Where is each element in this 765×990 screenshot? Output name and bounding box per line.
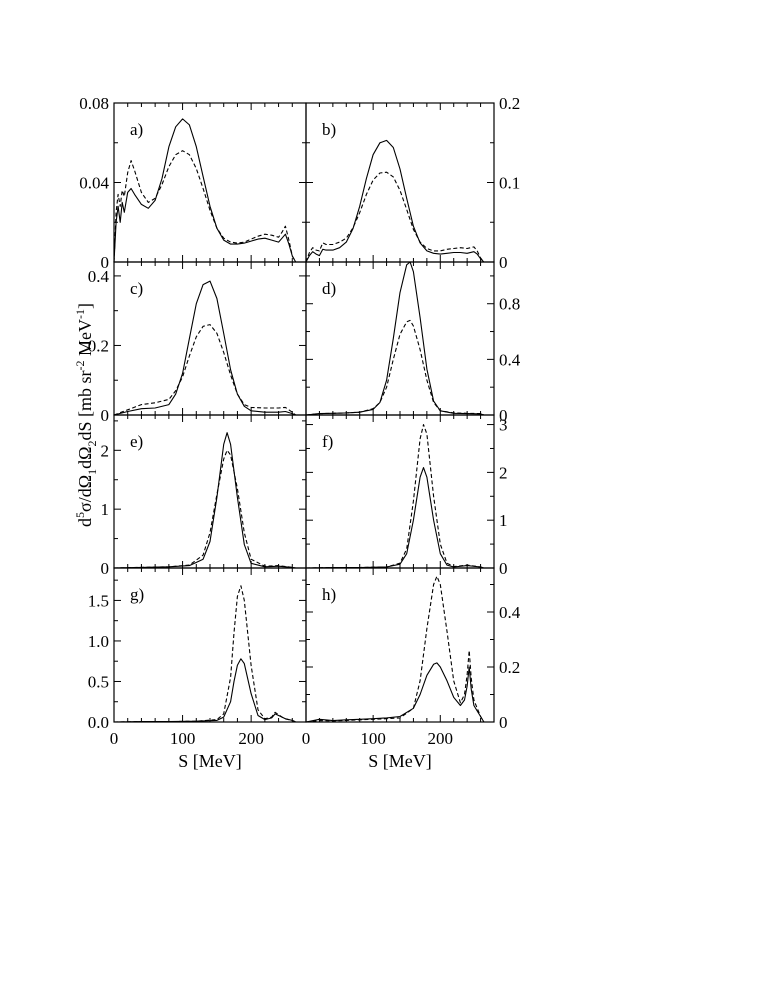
series-line-dashed: [305, 171, 485, 263]
panel-e: 0 1 2 e): [101, 414, 307, 578]
panel-grid: 00.040.08a)00.10.2b)00.20.4c)00.40.8d)01…: [79, 94, 521, 748]
x-tick-label: 100: [360, 729, 386, 748]
y-tick-label: 0.2: [499, 94, 520, 113]
y-tick-label: 0.08: [79, 94, 109, 113]
panel-g: 0.0 0.5 1.0 1.5 g) 0 100 200: [88, 567, 307, 748]
panel-label-b: b): [322, 120, 336, 139]
y-tick-label: 0.4: [499, 350, 521, 369]
y-tick-label: 0.2: [499, 658, 520, 677]
series-line-dashed: [113, 449, 296, 569]
series-line-dashed: [305, 575, 485, 723]
y-tick-label: 1: [499, 511, 508, 530]
y-tick-label: 0.4: [499, 603, 521, 622]
y-tick-label: 0: [101, 253, 110, 272]
series-line-solid: [305, 467, 485, 569]
y-tick-label: 0.1: [499, 174, 520, 193]
panel-label-g: g): [130, 585, 144, 604]
series-line-dashed: [305, 424, 485, 569]
panel-label-d: d): [322, 279, 336, 298]
x-axis-title-left: S [MeV]: [178, 751, 242, 771]
y-tick-label: 1.5: [88, 591, 109, 610]
y-tick-label: 2: [499, 463, 508, 482]
panel-d: 0 0.4 0.8 d): [305, 261, 521, 425]
series-line-solid: [305, 261, 485, 416]
y-tick-label: 1: [101, 500, 110, 519]
y-tick-label: 0.4: [88, 267, 110, 286]
y-tick-label: 0: [499, 713, 508, 732]
y-tick-label: 0: [101, 406, 110, 425]
panel-f: 0 1 2 3 f): [305, 414, 508, 578]
panel-b: 0 0.1 0.2 b): [305, 94, 520, 272]
series-line-solid: [113, 280, 296, 416]
panel-h: 0 0.2 0.4 h) 0 100 200: [302, 567, 521, 748]
series-line-dashed: [305, 319, 485, 416]
y-tick-label: 0.8: [499, 295, 520, 314]
panel-a: 0 0.04 0.08 a): [79, 94, 307, 272]
series-line-solid: [113, 118, 297, 263]
y-tick-label: 0: [499, 253, 508, 272]
x-tick-label: 0: [302, 729, 311, 748]
panel-c: 0 0.2 0.4 c): [88, 261, 307, 425]
x-tick-label: 200: [428, 729, 454, 748]
y-tick-label: 0.5: [88, 672, 109, 691]
panel-label-a: a): [130, 120, 143, 139]
y-axis-title: d5σ/dΩ1dΩ2dS [mb sr-2 MeV-1]: [73, 303, 99, 527]
x-tick-label: 0: [110, 729, 119, 748]
y-tick-label: 0.04: [79, 174, 109, 193]
y-tick-label: 0.2: [88, 336, 109, 355]
panel-label-e: e): [130, 432, 143, 451]
y-tick-label: 0: [499, 406, 508, 425]
series-line-dashed: [113, 324, 297, 416]
y-tick-label: 1.0: [88, 632, 109, 651]
series-line-solid: [305, 662, 485, 723]
panel-f-frame: [305, 414, 495, 569]
y-tick-label: 0: [499, 559, 508, 578]
y-tick-label: 3: [499, 416, 508, 435]
panel-label-f: f): [322, 432, 333, 451]
y-tick-label: 0.0: [88, 713, 109, 732]
x-axis-title-right: S [MeV]: [368, 751, 432, 771]
y-tick-label: 2: [101, 441, 110, 460]
x-tick-label: 200: [238, 729, 264, 748]
series-line-solid: [113, 658, 296, 723]
panel-label-c: c): [130, 279, 143, 298]
x-tick-label: 100: [170, 729, 196, 748]
y-tick-label: 0: [101, 559, 110, 578]
series-line-dashed: [113, 150, 297, 263]
series-line-dashed: [113, 585, 296, 723]
series-line-solid: [305, 139, 485, 263]
panel-label-h: h): [322, 585, 336, 604]
